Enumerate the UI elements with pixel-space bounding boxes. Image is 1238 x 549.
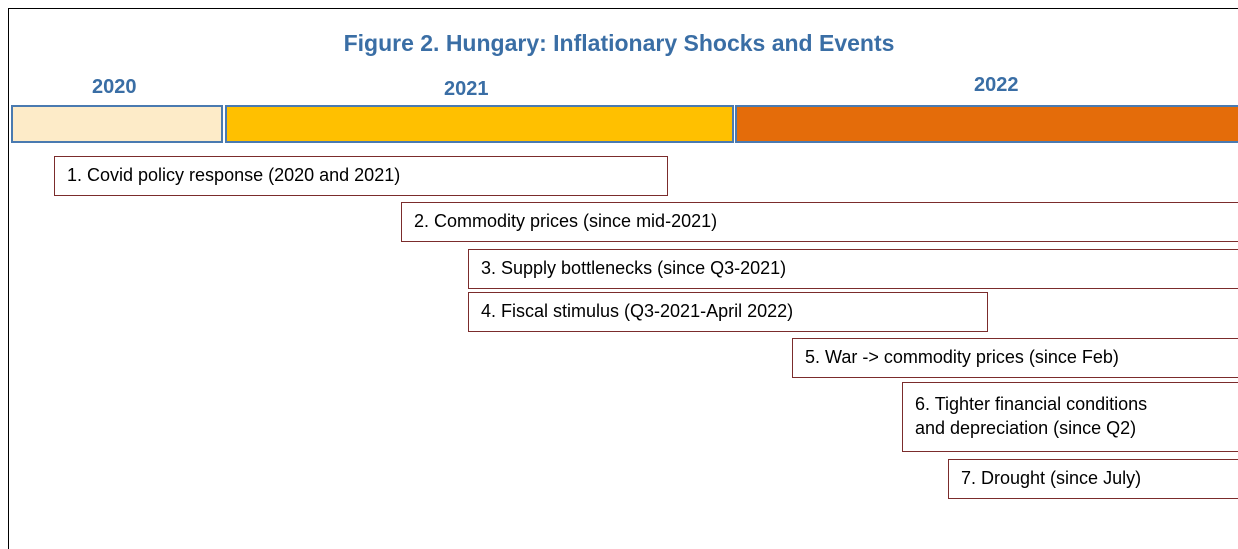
year-label: 2022	[974, 74, 1019, 96]
event-text: 5. War -> commodity prices (since Feb)	[805, 347, 1119, 367]
event-box: 5. War -> commodity prices (since Feb)	[792, 338, 1238, 378]
year-label: 2021	[444, 78, 489, 100]
event-box: 7. Drought (since July)	[948, 459, 1238, 499]
event-box: 1. Covid policy response (2020 and 2021)	[54, 156, 668, 196]
frame	[8, 8, 1238, 549]
event-box: 4. Fiscal stimulus (Q3-2021-April 2022)	[468, 292, 988, 332]
event-box: 6. Tighter financial conditions and depre…	[902, 382, 1238, 452]
event-text: 3. Supply bottlenecks (since Q3-2021)	[481, 258, 787, 278]
year-label: 2020	[92, 76, 137, 98]
event-text: and depreciation (since Q2)	[915, 418, 1137, 438]
event-text: 1. Covid policy response (2020 and 2021)	[67, 165, 401, 185]
event-box: 2. Commodity prices (since mid-2021)	[401, 202, 1238, 242]
event-text: 7. Drought (since July)	[961, 468, 1142, 488]
year-bar	[11, 105, 223, 143]
event-text: 2. Commodity prices (since mid-2021)	[414, 211, 718, 231]
year-bar	[225, 105, 734, 143]
event-text: 6. Tighter financial conditions	[915, 394, 1148, 414]
event-text: 4. Fiscal stimulus (Q3-2021-April 2022)	[481, 301, 794, 321]
title: Figure 2. Hungary: Inflationary Shocks a…	[343, 30, 895, 56]
event-box: 3. Supply bottlenecks (since Q3-2021)	[468, 249, 1238, 289]
year-bar	[735, 105, 1238, 143]
